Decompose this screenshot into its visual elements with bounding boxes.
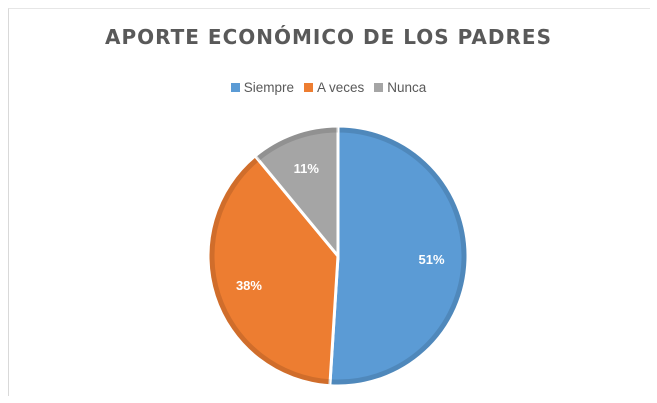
legend-label-a-veces: A veces [316,80,365,95]
pie-slice-rim-nunca [256,127,339,161]
pie-slice-rim-siempre [329,127,467,385]
data-label-siempre: 51% [419,252,445,267]
legend-label-siempre: Siempre [243,80,294,95]
legend: Siempre A veces Nunca [0,80,657,95]
pie-slice-rim-a-veces [209,156,331,385]
pie-slice-siempre [328,124,470,388]
legend-swatch-a-veces [303,83,313,92]
data-label-nunca: 11% [294,161,320,176]
pie-slice-a-veces [206,153,340,388]
legend-item-nunca: Nunca [374,80,426,95]
legend-item-siempre: Siempre [230,80,294,95]
legend-swatch-siempre [230,83,240,92]
legend-label-nunca: Nunca [387,80,427,95]
legend-item-a-veces: A veces [303,80,365,95]
chart-title: APORTE ECONÓMICO DE LOS PADRES [105,25,552,49]
legend-swatch-nunca [374,83,384,92]
pie-slice-nunca [253,124,340,261]
data-label-a-veces: 38% [236,278,262,293]
